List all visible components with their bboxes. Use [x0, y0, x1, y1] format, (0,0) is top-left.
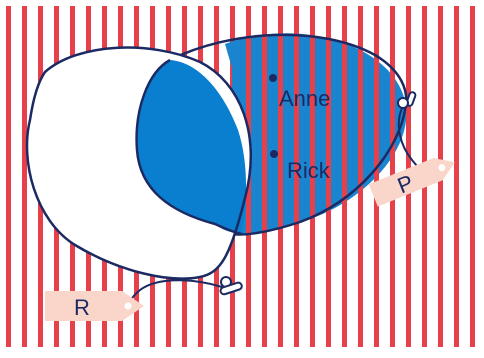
balloon-p-inner-outline: [135, 58, 243, 236]
tag-r-shape: [45, 291, 144, 321]
point-rick: Rick: [270, 150, 331, 183]
point-anne-label: Anne: [279, 86, 330, 111]
balloon-r-knot: [219, 276, 243, 296]
tag-p-hole: [438, 164, 446, 172]
stripe: [22, 6, 27, 347]
intersection-region: [136, 60, 247, 233]
balloon-p-stripe: [294, 33, 299, 235]
tag-p: P: [368, 158, 455, 207]
tag-r-label: R: [74, 295, 90, 320]
balloon-p-knot: [397, 91, 417, 109]
stripe: [454, 6, 459, 347]
point-rick-dot: [270, 150, 278, 158]
point-anne-dot: [269, 74, 277, 82]
point-rick-label: Rick: [287, 158, 331, 183]
stripe: [470, 6, 475, 347]
balloon-p-stripe: [278, 33, 283, 235]
balloon-p-outline: [169, 33, 408, 236]
balloon-p-stripe: [390, 33, 395, 235]
balloon-p-stripe: [358, 33, 363, 235]
tag-r: R: [45, 291, 144, 321]
balloon-p-stripe: [262, 33, 267, 235]
balloon-r-outline: [25, 46, 253, 280]
point-anne: Anne: [269, 74, 330, 111]
stripe: [6, 6, 11, 347]
balloon-r: [25, 46, 253, 313]
balloon-p-stripe: [342, 33, 347, 235]
tag-r-hole: [124, 302, 132, 310]
balloon-p-stripe: [326, 33, 331, 235]
tag-p-shape: [368, 158, 455, 207]
balloon-p-stripe: [310, 33, 315, 235]
balloon-p-stripe: [374, 33, 379, 235]
